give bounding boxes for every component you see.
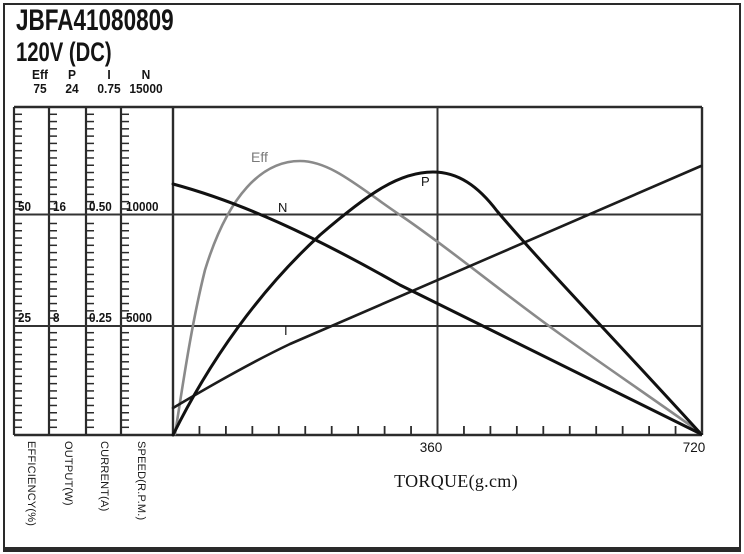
current-curve-label: I — [284, 323, 288, 338]
speed-curve-label: N — [278, 200, 288, 215]
scale-header-speed: N 15000 — [129, 67, 163, 96]
efficiency-tick-25: 25 — [18, 310, 32, 325]
output-tick-16: 16 — [53, 199, 67, 214]
output-axis-title: OUTPUT(W) — [62, 441, 74, 506]
power-curve — [171, 170, 703, 437]
voltage-title: 120V (DC) — [16, 37, 112, 67]
current-axis-title: CURRENT(A) — [98, 441, 110, 512]
gridlines — [14, 107, 702, 435]
x-tick-label-720: 720 — [682, 440, 706, 455]
scale-header-output: P 24 — [65, 67, 79, 96]
current-tick-0-50: 0.50 — [89, 199, 112, 214]
model-title: JBFA41080809 — [16, 4, 174, 37]
efficiency-tick-50: 50 — [18, 199, 32, 214]
x-axis-title: TORQUE(g.cm) — [394, 471, 518, 491]
output-tick-8: 8 — [53, 310, 60, 325]
current-curve — [171, 164, 703, 410]
efficiency-curve-label: Eff — [251, 149, 268, 165]
current-tick-0-25: 0.25 — [89, 310, 112, 325]
efficiency-axis-title: EFFICIENCY(%) — [25, 441, 37, 527]
axis-ticks — [15, 113, 677, 434]
speed-axis-title: SPEED(R.P.M.) — [135, 441, 147, 521]
x-tick-label-360: 360 — [419, 440, 443, 455]
scale-header-current: I 0.75 — [97, 67, 121, 96]
speed-curve — [171, 182, 703, 436]
efficiency-curve — [173, 159, 703, 436]
speed-tick-5000: 5000 — [126, 310, 153, 325]
chart-frame — [12, 105, 704, 437]
speed-tick-10000: 10000 — [126, 199, 159, 214]
power-curve-label: P — [421, 174, 430, 189]
scale-header-efficiency: Eff 75 — [32, 67, 48, 96]
